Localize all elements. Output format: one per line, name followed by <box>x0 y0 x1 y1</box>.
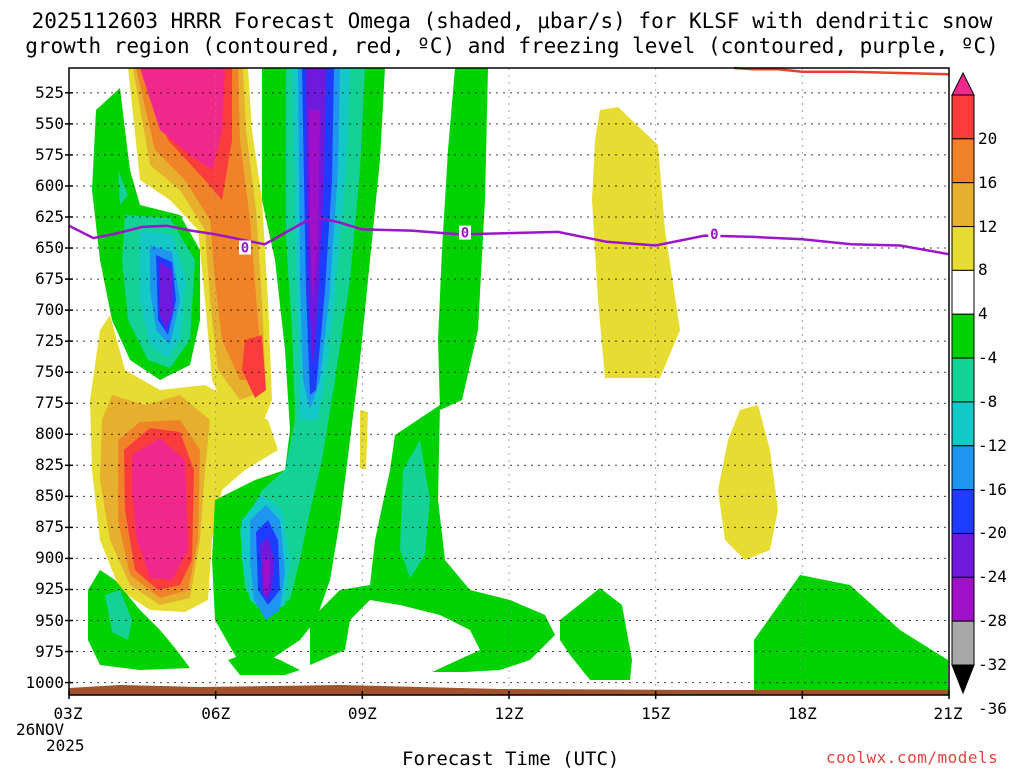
x-tick-label: 15Z <box>641 704 671 723</box>
y-tick-label: 875 <box>35 517 64 537</box>
y-tick-label: 700 <box>35 300 64 320</box>
colorbar-label: 8 <box>978 260 988 280</box>
colorbar-label: -12 <box>978 435 1007 455</box>
colorbar-label: -8 <box>978 391 998 411</box>
omega-shade-contour <box>754 575 948 690</box>
colorbar <box>951 71 975 695</box>
omega-shade-contour <box>310 405 555 672</box>
y-tick-label: 825 <box>35 455 64 475</box>
y-tick-label: 725 <box>35 331 64 351</box>
y-tick-label: 900 <box>35 548 64 568</box>
y-tick-label: 750 <box>35 362 64 382</box>
colorbar-label: 20 <box>978 128 998 148</box>
omega-shade-contour <box>160 262 173 330</box>
colorbar-segment <box>951 226 975 271</box>
colorbar-segment <box>951 94 975 140</box>
colorbar-segment <box>951 489 975 534</box>
colorbar-segment <box>951 269 975 315</box>
colorbar-label: -32 <box>978 655 1007 674</box>
y-tick-label: 575 <box>35 144 64 164</box>
y-tick-label: 525 <box>35 82 64 102</box>
y-tick-label: 800 <box>35 424 64 444</box>
omega-shade-contour <box>718 405 778 560</box>
chart-title-line1: 2025112603 HRRR Forecast Omega (shaded, … <box>31 9 993 33</box>
colorbar-segment <box>951 532 975 578</box>
y-tick-label: 675 <box>35 269 64 289</box>
omega-shade-contour <box>242 335 266 398</box>
colorbar-segment <box>951 357 975 403</box>
colorbar-label: 12 <box>978 216 998 236</box>
omega-shade-contour <box>105 590 132 640</box>
colorbar-label: -20 <box>978 523 1007 543</box>
freezing-label-bg <box>239 240 251 255</box>
omega-shade-contour <box>228 650 300 675</box>
omega-shade-contour <box>260 68 326 600</box>
date-label: 26NOV <box>16 720 65 739</box>
colorbar-label: -4 <box>978 348 998 368</box>
colorbar-label: -36 <box>978 698 1007 718</box>
y-tick-label: 850 <box>35 486 64 506</box>
colorbar-segment <box>951 445 975 491</box>
freezing-label-bg <box>708 226 721 241</box>
colorbar-segment <box>951 182 975 228</box>
x-axis-label: Forecast Time (UTC) <box>402 748 620 770</box>
terrain-fill <box>69 685 949 695</box>
colorbar-label: -16 <box>978 479 1007 499</box>
credit-link[interactable]: coolwx.com/models <box>826 748 999 767</box>
colorbar-segment <box>951 576 975 622</box>
colorbar-label: 16 <box>978 172 998 192</box>
y-tick-label: 625 <box>35 206 64 226</box>
year-label: 2025 <box>46 736 85 755</box>
colorbar-segment <box>951 401 975 447</box>
y-tick-label: 650 <box>35 238 64 258</box>
colorbar-label: -24 <box>978 567 1007 587</box>
omega-shade-contour <box>140 68 225 170</box>
x-tick-label: 03Z <box>53 704 83 723</box>
y-tick-label: 1000 <box>25 672 64 692</box>
colorbar-bottom-arrow <box>951 664 975 695</box>
x-tick-label: 12Z <box>494 704 524 723</box>
x-tick-label: 21Z <box>933 704 963 723</box>
omega-shade-contour <box>263 110 320 596</box>
colorbar-top-arrow <box>951 71 975 96</box>
x-tick-label: 06Z <box>201 704 231 723</box>
colorbar-segment <box>951 620 975 666</box>
colorbar-segment <box>951 138 975 184</box>
x-tick-label: 09Z <box>347 704 377 723</box>
colorbar-segment <box>951 313 975 359</box>
freezing-label-bg <box>459 225 471 240</box>
dgz-isotherm-contour <box>733 66 950 76</box>
y-tick-label: 550 <box>35 113 64 133</box>
y-tick-label: 775 <box>35 393 64 413</box>
omega-shade-contour <box>400 440 430 578</box>
y-tick-label: 950 <box>35 610 64 630</box>
omega-shade-contour <box>360 410 368 470</box>
y-tick-label: 600 <box>35 175 64 195</box>
colorbar-label: -28 <box>978 611 1007 631</box>
freezing-level-label: 0 <box>461 226 469 242</box>
y-tick-label: 925 <box>35 579 64 599</box>
x-tick-label: 18Z <box>787 704 817 723</box>
omega-shade-contour <box>560 588 632 680</box>
freezing-level-label: 0 <box>241 241 249 257</box>
omega-shade-contour <box>132 438 188 580</box>
y-tick-label: 975 <box>35 641 64 661</box>
colorbar-label: 4 <box>978 304 988 324</box>
chart-title-line2: growth region (contoured, red, ºC) and f… <box>25 34 999 58</box>
freezing-level-contour <box>68 215 950 256</box>
freezing-level-label: 0 <box>710 227 718 243</box>
